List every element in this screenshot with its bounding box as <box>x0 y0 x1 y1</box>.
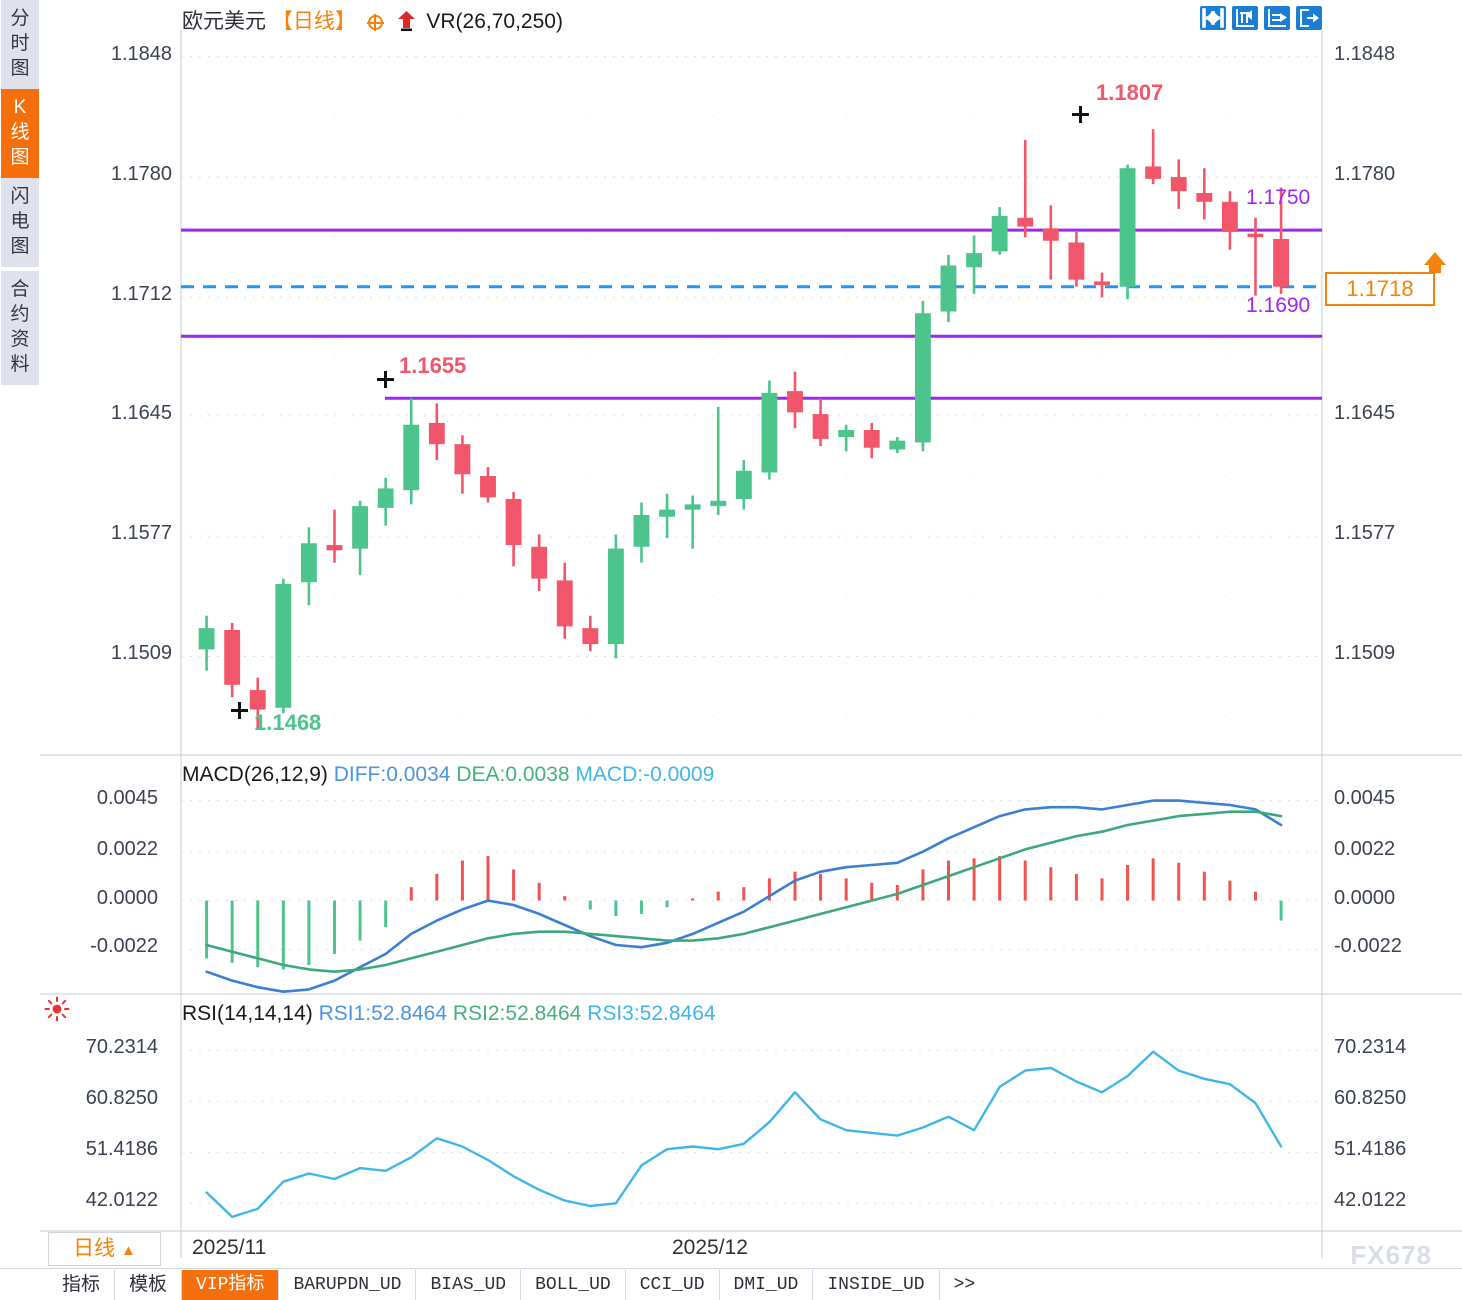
exit-tool-icon[interactable] <box>1296 6 1322 30</box>
move-tool-icon[interactable] <box>1200 6 1226 30</box>
level-label-1690: 1.1690 <box>1246 294 1311 317</box>
rsi-tick-right-0: 70.2314 <box>1334 1036 1407 1059</box>
timeframe-button[interactable]: 日线 ▲ <box>48 1232 161 1266</box>
level-label-1750: 1.1750 <box>1246 186 1311 209</box>
sidebar-label-contract-2: 资 <box>10 329 30 350</box>
price-arrow-up-icon <box>1424 252 1446 265</box>
sidebar-label-lightning-2: 图 <box>10 236 30 257</box>
chart-header: 欧元美元 【日线】 VR(26,70,250) <box>182 5 563 35</box>
bottom-toolbar: 指标 模板 VIP指标 BARUPDN_UD BIAS_UD BOLL_UD C… <box>0 1268 1462 1300</box>
price-tick-right-1: 1.1780 <box>1334 163 1396 186</box>
date-label-2: 2025/12 <box>672 1236 748 1259</box>
pivot-cross-marker <box>377 371 394 388</box>
price-tick-right-5: 1.1509 <box>1334 642 1396 665</box>
sidebar-label-contract-0: 合 <box>10 279 30 300</box>
rsi-tick-left-3: 42.0122 <box>85 1189 158 1212</box>
bottom-tab-vip-indicators[interactable]: VIP指标 <box>182 1269 280 1300</box>
sidebar-label-lightning-1: 电 <box>10 211 30 232</box>
bottom-tab-dmi[interactable]: DMI_UD <box>720 1269 814 1300</box>
rsi-tick-left-1: 60.8250 <box>85 1087 158 1110</box>
sidebar-label-contract-3: 料 <box>10 354 30 375</box>
rsi-tick-right-1: 60.8250 <box>1334 1087 1407 1110</box>
macd-tick-right-0: 0.0045 <box>1334 786 1396 809</box>
low-price-annotation: 1.1468 <box>254 710 322 735</box>
price-tick-right-0: 1.1848 <box>1334 42 1396 65</box>
indicator-label: VR(26,70,250) <box>426 10 563 33</box>
macd-tick-right-1: 0.0022 <box>1334 837 1396 860</box>
sidebar-item-time-chart[interactable]: 分 时 图 <box>1 0 39 89</box>
bottom-tab-inside[interactable]: INSIDE_UD <box>813 1269 940 1300</box>
macd-dea-label: DEA:0.0038 <box>456 763 570 786</box>
bottom-tab-more[interactable]: >> <box>953 1274 976 1295</box>
macd-tick-right-2: 0.0000 <box>1334 886 1396 909</box>
macd-tick-left-0: 0.0045 <box>96 786 158 809</box>
macd-diff-label: DIFF:0.0034 <box>333 763 451 786</box>
brightness-icon[interactable] <box>44 996 70 1022</box>
macd-tick-left-2: 0.0000 <box>96 886 158 909</box>
sidebar-item-contract-info[interactable]: 合 约 资 料 <box>1 271 39 385</box>
bottom-tab-bias[interactable]: BIAS_UD <box>416 1269 522 1300</box>
sidebar-label-lightning-0: 闪 <box>10 186 30 207</box>
left-sidebar: 分 时 图 K 线 图 闪 电 图 合 约 资 料 <box>0 0 40 1258</box>
timeframe-arrow-icon: ▲ <box>120 1242 136 1259</box>
price-tick-left-1: 1.1780 <box>110 163 172 186</box>
up-arrow-icon <box>397 11 416 31</box>
rsi2-label: RSI2:52.8464 <box>452 1002 582 1025</box>
draw-tool-icon[interactable] <box>1264 6 1290 30</box>
sidebar-label-time-chart-2: 图 <box>10 58 30 79</box>
price-tick-left-4: 1.1577 <box>110 522 172 545</box>
macd-name-label: MACD(26,12,9) <box>182 763 328 786</box>
period-label: 【日线】 <box>271 10 356 33</box>
symbol-label: 欧元美元 <box>182 10 266 33</box>
high-cross-marker <box>1072 106 1089 123</box>
rsi3-label: RSI3:52.8464 <box>587 1002 716 1025</box>
macd-tick-left-3: -0.0022 <box>90 935 158 958</box>
high-price-annotation: 1.1807 <box>1096 80 1164 105</box>
sidebar-label-kline-2: 图 <box>10 147 30 168</box>
rsi-name-label: RSI(14,14,14) <box>182 1002 313 1025</box>
macd-value-label: MACD:-0.0009 <box>575 763 715 786</box>
macd-tick-right-3: -0.0022 <box>1334 935 1402 958</box>
bottom-tab-indicators[interactable]: 指标 <box>48 1269 116 1300</box>
bottom-tab-templates[interactable]: 模板 <box>115 1269 183 1300</box>
sidebar-label-kline-1: 线 <box>10 122 30 143</box>
bottom-tab-barupdn[interactable]: BARUPDN_UD <box>279 1269 417 1300</box>
sidebar-label-time-chart-1: 时 <box>10 33 30 54</box>
price-tick-left-5: 1.1509 <box>110 642 172 665</box>
price-tick-left-2: 1.1712 <box>110 283 172 306</box>
price-tick-left-3: 1.1645 <box>110 401 172 424</box>
macd-tick-left-1: 0.0022 <box>96 837 158 860</box>
sidebar-item-kline-chart[interactable]: K 线 图 <box>1 89 39 178</box>
macd-header: MACD(26,12,9) DIFF:0.0034 DEA:0.0038 MAC… <box>182 763 714 787</box>
rsi-tick-left-2: 51.4186 <box>85 1138 158 1161</box>
rsi-header: RSI(14,14,14) RSI1:52.8464 RSI2:52.8464 … <box>182 1002 716 1026</box>
date-label-1: 2025/11 <box>192 1236 267 1259</box>
sidebar-label-contract-1: 约 <box>10 304 30 325</box>
rsi-tick-right-2: 51.4186 <box>1334 1138 1407 1161</box>
sidebar-label-kline-0: K <box>13 97 27 118</box>
sidebar-item-lightning-chart[interactable]: 闪 电 图 <box>1 178 39 267</box>
sidebar-divider <box>0 267 40 271</box>
chart-toolbar <box>1200 6 1322 30</box>
bottom-tab-boll[interactable]: BOLL_UD <box>521 1269 626 1300</box>
current-price-tag[interactable]: 1.1718 <box>1325 272 1435 306</box>
measure-tool-icon[interactable] <box>1232 6 1258 30</box>
price-tick-left-0: 1.1848 <box>110 42 172 65</box>
sidebar-label-time-chart-0: 分 <box>10 8 30 29</box>
rsi1-label: RSI1:52.8464 <box>318 1002 448 1025</box>
timeframe-label: 日线 <box>73 1237 116 1260</box>
price-arrow-stem-icon <box>1429 264 1441 273</box>
low-cross-marker <box>231 702 248 719</box>
rsi-tick-right-3: 42.0122 <box>1334 1189 1407 1212</box>
price-tick-right-4: 1.1577 <box>1334 522 1396 545</box>
price-tick-right-3: 1.1645 <box>1334 401 1396 424</box>
watermark: FX678 <box>1350 1240 1432 1270</box>
pivot-price-annotation: 1.1655 <box>399 353 467 378</box>
bottom-tab-cci[interactable]: CCI_UD <box>626 1269 720 1300</box>
crosshair-icon[interactable] <box>366 14 384 31</box>
rsi-tick-left-0: 70.2314 <box>85 1036 158 1059</box>
